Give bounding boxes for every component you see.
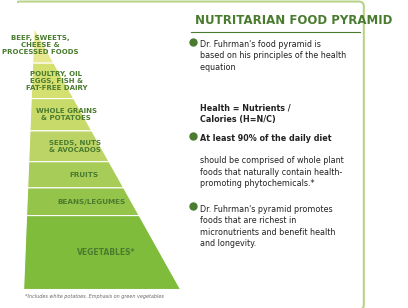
Polygon shape (27, 188, 139, 216)
Text: POULTRY, OIL
EGGS, FISH &
FAT-FREE DAIRY: POULTRY, OIL EGGS, FISH & FAT-FREE DAIRY (26, 71, 87, 91)
Text: WHOLE GRAINS
& POTATOES: WHOLE GRAINS & POTATOES (36, 108, 97, 121)
Text: VEGETABLES*: VEGETABLES* (77, 248, 135, 257)
Text: *Includes white potatoes. Emphasis on green vegetables: *Includes white potatoes. Emphasis on gr… (25, 294, 164, 299)
Text: Health = Nutrients /
Calories (H=N/C): Health = Nutrients / Calories (H=N/C) (200, 103, 290, 124)
Polygon shape (24, 216, 181, 290)
Polygon shape (29, 131, 109, 162)
Polygon shape (33, 28, 54, 63)
Polygon shape (31, 63, 74, 99)
Text: Dr. Fuhrman's food pyramid is
based on his principles of the health
equation: Dr. Fuhrman's food pyramid is based on h… (200, 40, 346, 72)
FancyBboxPatch shape (15, 2, 364, 308)
Text: BEEF, SWEETS,
CHEESE &
PROCESSED FOODS: BEEF, SWEETS, CHEESE & PROCESSED FOODS (2, 35, 79, 55)
Text: NUTRITARIAN FOOD PYRAMID: NUTRITARIAN FOOD PYRAMID (195, 14, 392, 27)
Text: FRUITS: FRUITS (69, 172, 98, 178)
Polygon shape (28, 162, 124, 188)
Text: BEANS/LEGUMES: BEANS/LEGUMES (58, 199, 126, 205)
Text: SEEDS, NUTS
& AVOCADOS: SEEDS, NUTS & AVOCADOS (49, 140, 102, 153)
Text: should be comprised of whole plant
foods that naturally contain health-
promotin: should be comprised of whole plant foods… (200, 156, 344, 188)
Polygon shape (30, 99, 92, 131)
Text: At least 90% of the daily diet: At least 90% of the daily diet (200, 134, 331, 143)
Text: Dr. Fuhrman's pyramid promotes
foods that are richest in
micronutrients and bene: Dr. Fuhrman's pyramid promotes foods tha… (200, 205, 335, 248)
